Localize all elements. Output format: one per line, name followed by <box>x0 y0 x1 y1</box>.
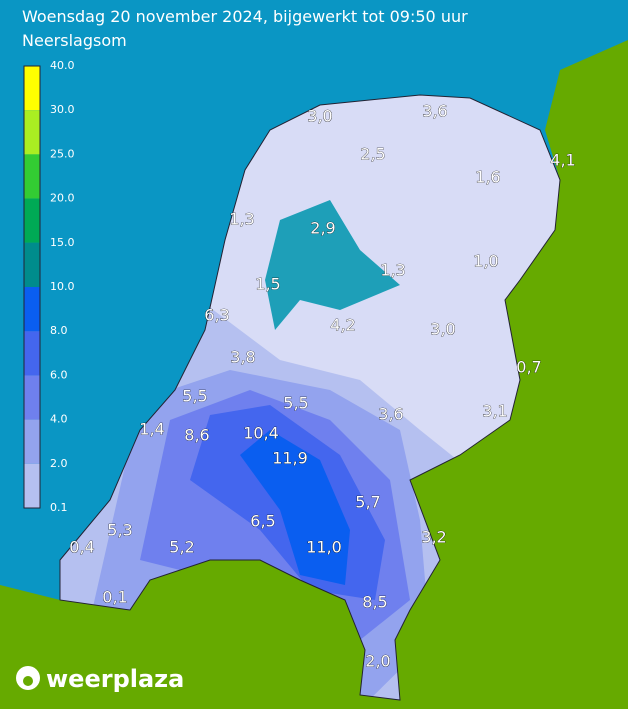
station-value: 1,3 <box>380 261 405 280</box>
legend-label: 15.0 <box>50 236 75 249</box>
station-value: 3,6 <box>422 102 447 121</box>
legend-label: 2.0 <box>50 457 68 470</box>
subtitle: Neerslagsom <box>22 31 127 50</box>
legend-swatch <box>24 110 40 155</box>
legend-label: 4.0 <box>50 413 68 426</box>
station-value: 3,8 <box>230 348 255 367</box>
legend-frame <box>23 65 41 509</box>
legend-label: 25.0 <box>50 147 75 160</box>
station-value: 1,4 <box>139 420 164 439</box>
station-value: 1,3 <box>229 210 254 229</box>
station-value: 1,6 <box>475 168 500 187</box>
legend-swatch <box>24 242 40 287</box>
station-value: 11,0 <box>306 538 342 557</box>
station-value: 5,7 <box>355 493 380 512</box>
land <box>0 40 628 709</box>
station-value: 1,0 <box>473 252 498 271</box>
legend-swatch <box>24 154 40 199</box>
station-value: 2,9 <box>310 219 335 238</box>
station-value: 4,1 <box>550 151 575 170</box>
station-value: 8,6 <box>184 426 209 445</box>
station-value: 2,5 <box>360 145 385 164</box>
legend-swatch <box>24 66 40 111</box>
station-value: 6,3 <box>204 306 229 325</box>
legend-label: 30.0 <box>50 103 75 116</box>
station-value: 3,0 <box>307 107 332 126</box>
legend-label: 8.0 <box>50 324 68 337</box>
legend-label: 6.0 <box>50 368 68 381</box>
station-value: 5,5 <box>283 394 308 413</box>
logo: weerplaza <box>16 665 184 693</box>
title: Woensdag 20 november 2024, bijgewerkt to… <box>22 7 468 26</box>
legend-label: 20.0 <box>50 192 75 205</box>
station-value: 5,3 <box>107 521 132 540</box>
station-value: 3,1 <box>482 402 507 421</box>
station-value: 3,6 <box>378 405 403 424</box>
station-value: 11,9 <box>272 449 308 468</box>
station-value: 2,0 <box>365 652 390 671</box>
station-value: 3,0 <box>430 320 455 339</box>
station-value: 3,2 <box>421 528 446 547</box>
legend-swatch <box>24 198 40 243</box>
station-value: 1,5 <box>255 275 280 294</box>
legend-swatch <box>24 287 40 332</box>
station-value: 5,5 <box>182 387 207 406</box>
station-value: 5,2 <box>169 538 194 557</box>
station-value: 8,5 <box>362 593 387 612</box>
station-value: 6,5 <box>250 512 275 531</box>
legend: 40.0 30.0 25.0 20.0 15.0 10.0 8.0 6.0 4.0 2.0 0.1 <box>23 59 75 514</box>
station-value: 10,4 <box>243 424 279 443</box>
legend-swatch <box>24 331 40 376</box>
station-value: 4,2 <box>330 316 355 335</box>
stations: 3,0 3,6 2,5 4,1 1,6 1,3 2,9 1,0 1,3 1,5 6,3 4,2 3,0 3… <box>69 101 576 671</box>
logo-text: weerplaza <box>46 665 184 693</box>
station-value: 0,7 <box>516 358 541 377</box>
legend-label: 10.0 <box>50 280 75 293</box>
legend-swatch <box>24 463 40 508</box>
station-value: 0,1 <box>102 588 127 607</box>
legend-swatch <box>24 375 40 420</box>
legend-label: 40.0 <box>50 59 75 72</box>
legend-label: 0.1 <box>50 501 68 514</box>
legend-swatch <box>24 419 40 464</box>
station-value: 0,4 <box>69 538 94 557</box>
